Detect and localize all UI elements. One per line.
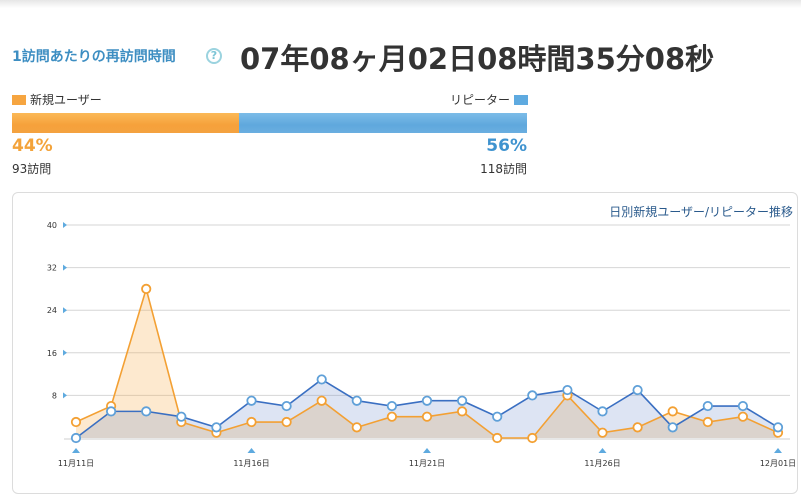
point-repeaters-9 <box>386 400 397 412</box>
repeaters-percent: 56% <box>486 136 527 156</box>
point-repeaters-2 <box>141 406 152 417</box>
y-tick-label-16: 16 <box>47 349 57 358</box>
y-tick-marker-16 <box>63 349 67 356</box>
point-new-users-17 <box>667 406 678 417</box>
top-divider <box>0 0 801 8</box>
point-new-users-5 <box>246 416 257 428</box>
revisit-time-value: 07年08ヶ月02日08時間35分08秒 <box>240 42 715 76</box>
point-new-users-11 <box>456 406 468 417</box>
point-new-users-18 <box>702 416 713 428</box>
point-repeaters-14 <box>562 384 573 396</box>
point-repeaters-1 <box>106 406 117 417</box>
point-repeaters-0 <box>70 432 82 444</box>
legend-repeaters-label: リピーター <box>449 93 510 107</box>
y-tick-marker-32 <box>63 264 67 271</box>
point-repeaters-12 <box>492 411 503 422</box>
share-bar <box>12 113 527 133</box>
point-new-users-9 <box>386 411 397 422</box>
legend-new-users: 新規ユーザー <box>12 91 102 108</box>
point-repeaters-8 <box>351 395 362 406</box>
point-new-users-7 <box>316 395 327 406</box>
point-repeaters-5 <box>246 395 257 406</box>
y-tick-label-8: 8 <box>52 391 57 400</box>
share-bar-repeaters <box>239 113 527 133</box>
y-tick-label-40: 40 <box>47 221 57 230</box>
x-tick-marker-1 <box>247 448 256 453</box>
new-users-swatch <box>12 95 26 105</box>
x-tick-marker-3 <box>598 448 607 453</box>
y-tick-marker-8 <box>63 392 67 399</box>
point-repeaters-3 <box>176 411 187 422</box>
y-tick-label-24: 24 <box>47 306 57 315</box>
x-tick-marker-2 <box>423 448 431 453</box>
point-new-users-2 <box>141 283 152 294</box>
point-new-users-10 <box>421 411 433 422</box>
y-tick-marker-24 <box>63 307 67 314</box>
legend-repeaters: リピーター <box>450 91 528 108</box>
point-repeaters-10 <box>421 395 433 406</box>
point-repeaters-11 <box>456 395 468 406</box>
point-repeaters-15 <box>597 406 608 417</box>
point-repeaters-7 <box>316 374 327 385</box>
point-repeaters-13 <box>527 390 538 401</box>
legend-new-users-label: 新規ユーザー <box>30 93 102 107</box>
repeaters-visits: 118訪問 <box>480 162 527 176</box>
point-repeaters-18 <box>702 400 713 412</box>
new-users-visits: 93訪問 <box>12 162 52 176</box>
point-new-users-16 <box>632 422 643 433</box>
x-tick-label-1: 11月16日 <box>233 459 269 468</box>
point-new-users-6 <box>281 416 292 428</box>
point-new-users-0 <box>70 416 82 428</box>
point-repeaters-4 <box>211 422 222 433</box>
x-tick-label-0: 11月11日 <box>58 459 94 468</box>
x-tick-label-2: 11月21日 <box>409 459 445 468</box>
question-circle-icon[interactable]: ? <box>206 48 222 64</box>
x-tick-marker-4 <box>774 448 782 453</box>
y-tick-marker-40 <box>63 222 67 228</box>
point-repeaters-19 <box>737 400 749 412</box>
x-tick-marker-0 <box>72 448 80 453</box>
x-tick-label-4: 12月01日 <box>760 459 796 468</box>
x-tick-label-3: 11月26日 <box>584 459 620 468</box>
point-new-users-12 <box>492 432 503 444</box>
point-new-users-13 <box>527 432 538 444</box>
point-repeaters-20 <box>772 422 784 433</box>
point-new-users-19 <box>737 411 749 422</box>
repeaters-swatch <box>514 95 528 105</box>
revisit-time-label: 1訪問あたりの再訪問時間 <box>12 49 176 65</box>
point-repeaters-17 <box>667 422 678 433</box>
new-users-percent: 44% <box>12 136 53 156</box>
y-tick-label-32: 32 <box>47 264 57 273</box>
chart-title: 日別新規ユーザー/リピーター推移 <box>609 205 793 219</box>
point-repeaters-16 <box>632 384 643 396</box>
point-repeaters-6 <box>281 400 292 412</box>
point-new-users-8 <box>351 422 362 433</box>
share-bar-new-users <box>12 113 239 133</box>
point-new-users-15 <box>597 427 608 438</box>
